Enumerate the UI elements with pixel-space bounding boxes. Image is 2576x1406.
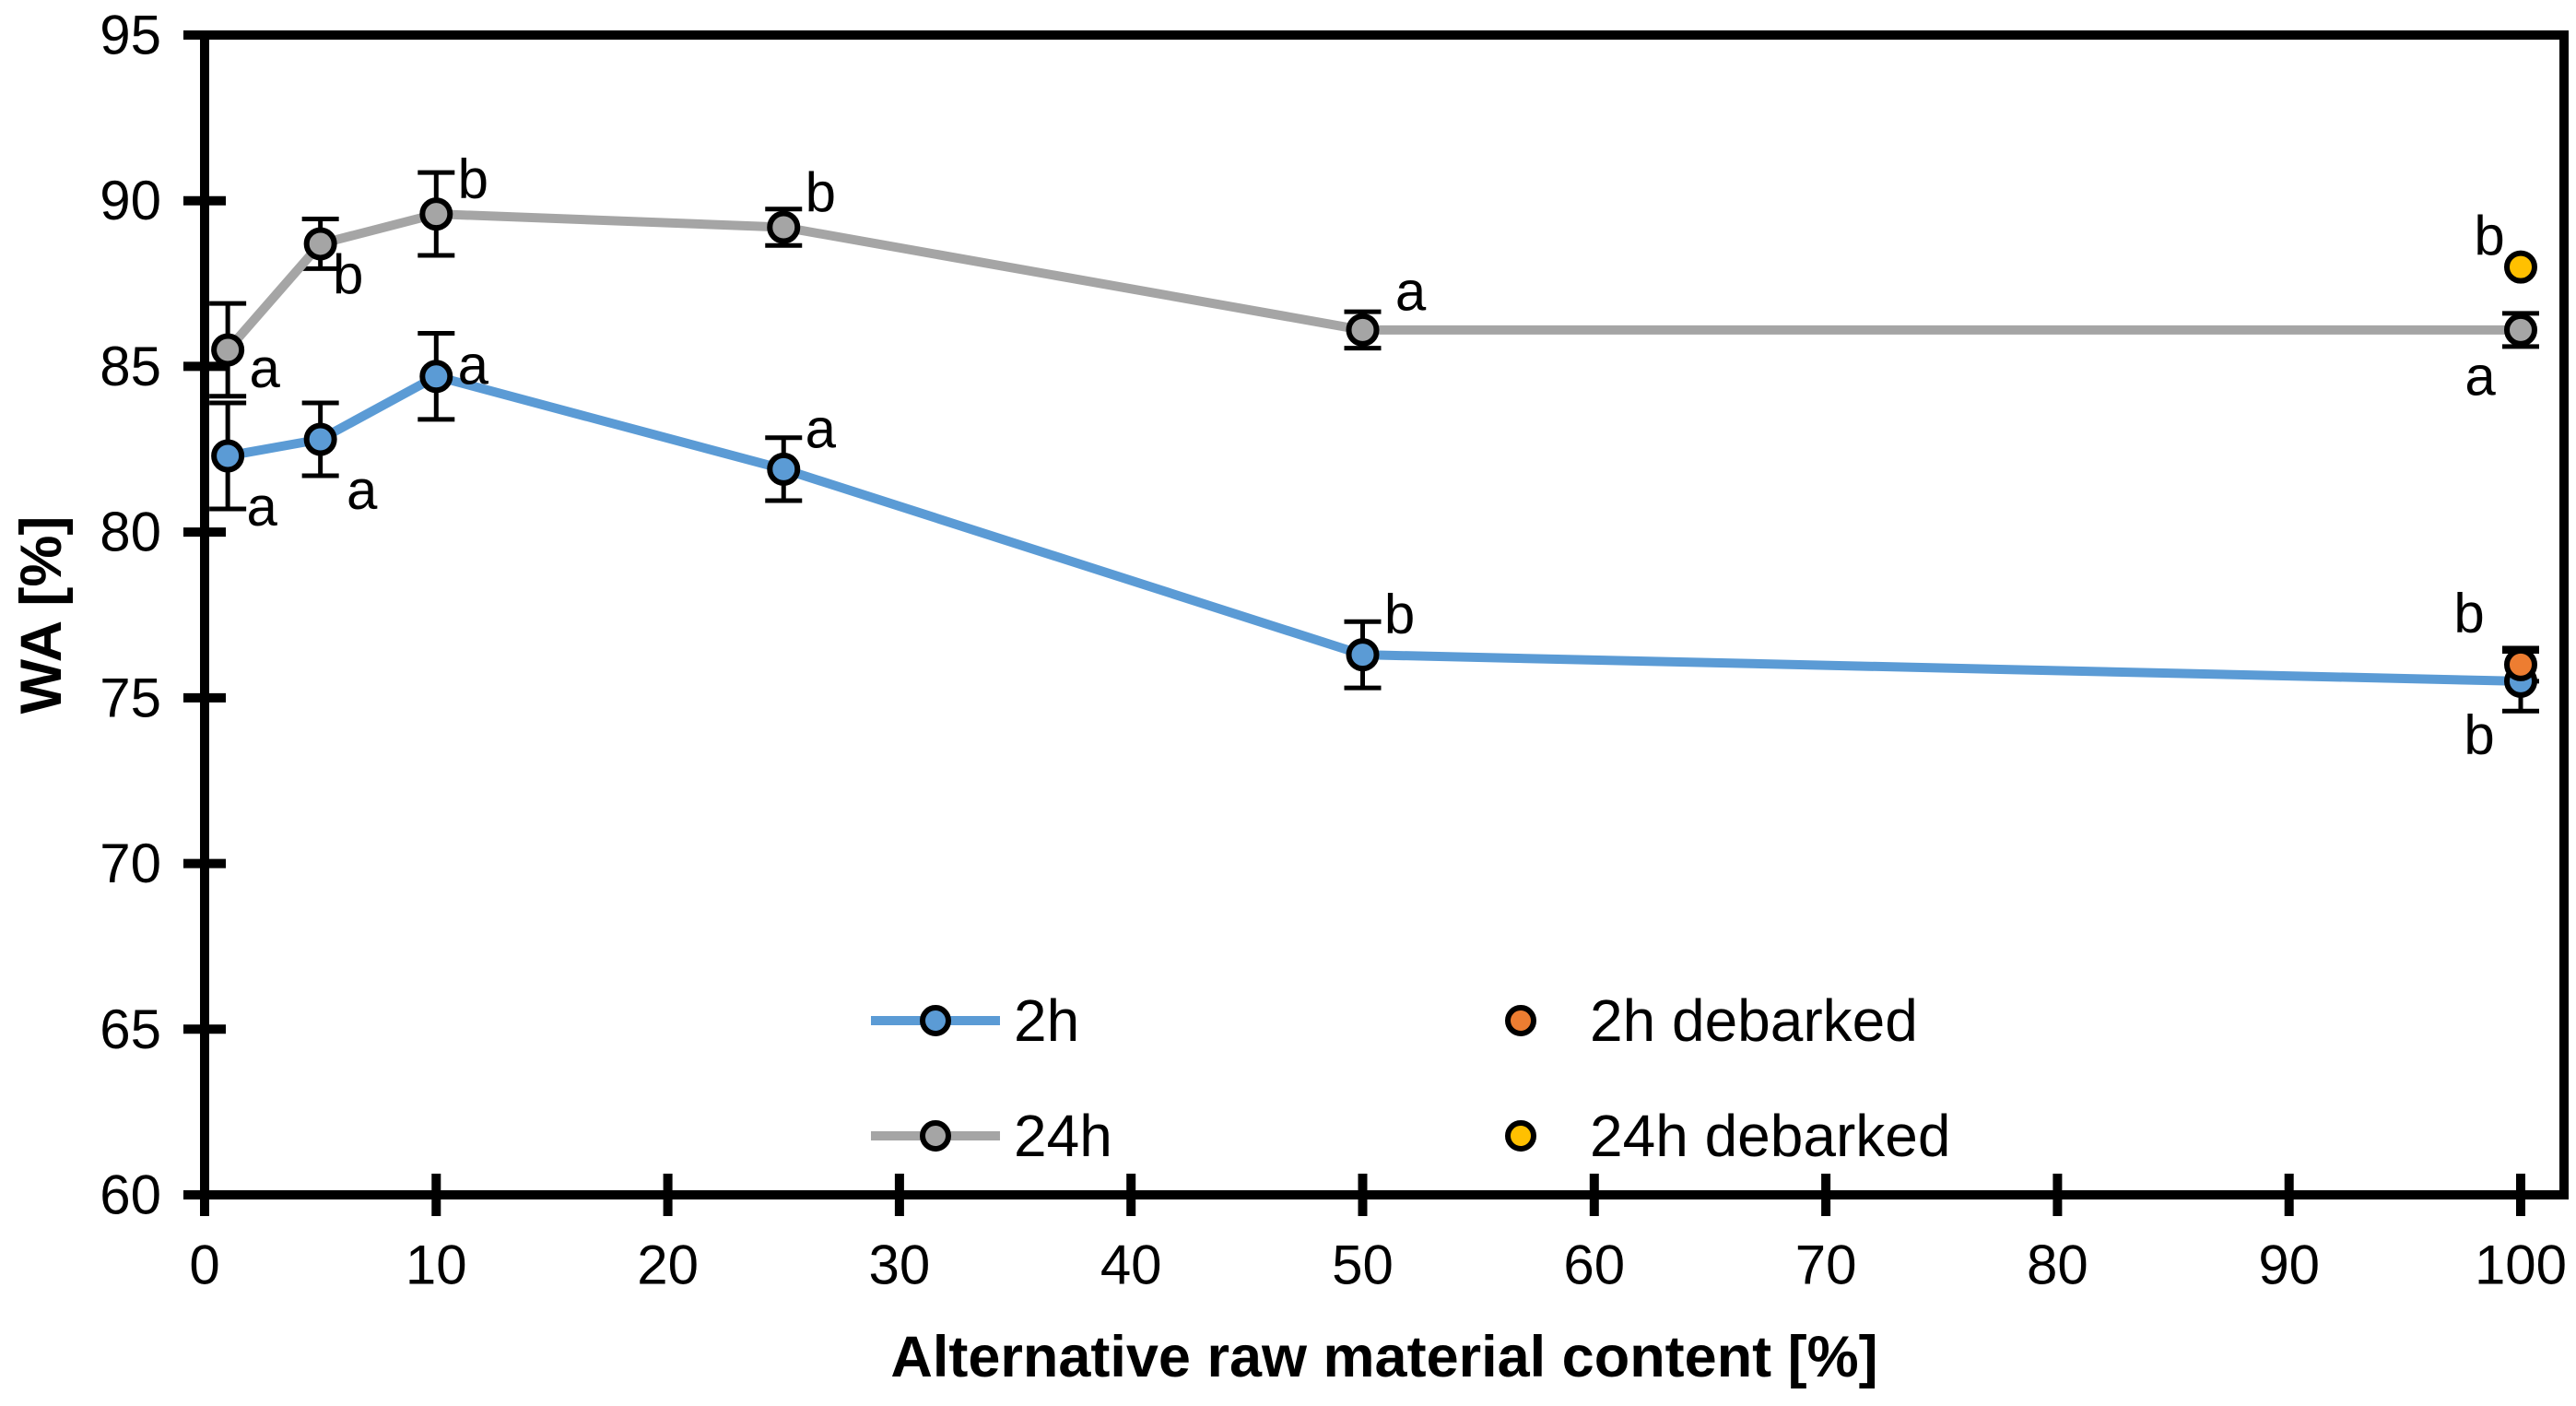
- point-label-2h: b: [1384, 584, 1415, 645]
- marker-2h: [303, 422, 337, 456]
- legend-marker-24h: [920, 1120, 951, 1152]
- point-label-24h: b: [806, 161, 836, 223]
- legend-label-24h: 24h: [1014, 1103, 1112, 1169]
- marker-24h: [1346, 313, 1380, 347]
- y-tick-label: 65: [100, 998, 161, 1060]
- y-tick-label: 70: [100, 833, 161, 894]
- series-line-24h: [223, 209, 2525, 355]
- marker-24h: [211, 333, 245, 367]
- point-label-2h-debarked: b: [2453, 582, 2484, 644]
- x-tick-label: 40: [1100, 1235, 1162, 1296]
- point-label-24h: a: [2464, 345, 2496, 407]
- legend-label-24h-debarked: 24h debarked: [1590, 1103, 1950, 1169]
- point-label-24h: b: [458, 148, 488, 210]
- x-tick-label: 50: [1332, 1235, 1394, 1296]
- x-tick-label: 20: [637, 1235, 699, 1296]
- marker-2h-debarked: [2504, 647, 2537, 681]
- point-label-2h: a: [347, 459, 378, 521]
- legend-marker-24h-debarked: [1505, 1120, 1536, 1152]
- marker-2h: [211, 439, 245, 473]
- marker-24h: [2504, 313, 2537, 347]
- point-label-2h: a: [246, 476, 277, 538]
- y-tick-label: 80: [100, 502, 161, 563]
- point-label-2h: a: [458, 335, 489, 396]
- y-tick-label: 60: [100, 1164, 161, 1226]
- marker-2h: [767, 452, 801, 486]
- y-tick-label: 75: [100, 667, 161, 728]
- marker-2h: [419, 360, 453, 394]
- legend-marker-2h-debarked: [1505, 1005, 1536, 1036]
- point-label-2h: a: [806, 397, 837, 459]
- point-label-24h: a: [249, 337, 280, 399]
- legend-label-2h-debarked: 2h debarked: [1590, 987, 1918, 1054]
- y-axis-title: WA [%]: [9, 516, 74, 715]
- series-line-2h: [223, 372, 2525, 686]
- x-tick-label: 0: [189, 1235, 219, 1296]
- point-label-24h-debarked: b: [2474, 205, 2504, 266]
- x-tick-label: 60: [1563, 1235, 1625, 1296]
- point-label-2h: b: [2464, 703, 2494, 765]
- x-axis-title: Alternative raw material content [%]: [890, 1325, 1877, 1389]
- marker-24h: [767, 210, 801, 244]
- legend-label-2h: 2h: [1014, 987, 1079, 1054]
- legend-marker-2h: [920, 1005, 951, 1036]
- y-tick-label: 95: [100, 5, 161, 66]
- x-tick-label: 100: [2475, 1235, 2567, 1296]
- x-tick-label: 30: [869, 1235, 931, 1296]
- y-tick-label: 90: [100, 170, 161, 231]
- marker-24h-debarked: [2504, 250, 2537, 284]
- x-tick-label: 80: [2027, 1235, 2088, 1296]
- marker-24h: [419, 197, 453, 231]
- plot-border: [200, 30, 2569, 1199]
- point-label-24h: b: [333, 243, 363, 305]
- x-tick-label: 10: [406, 1235, 467, 1296]
- marker-2h: [1346, 638, 1380, 672]
- x-tick-label: 90: [2258, 1235, 2320, 1296]
- x-tick-label: 70: [1795, 1235, 1857, 1296]
- marker-24h: [303, 227, 337, 261]
- point-label-24h: a: [1395, 260, 1427, 322]
- y-tick-label: 85: [100, 336, 161, 397]
